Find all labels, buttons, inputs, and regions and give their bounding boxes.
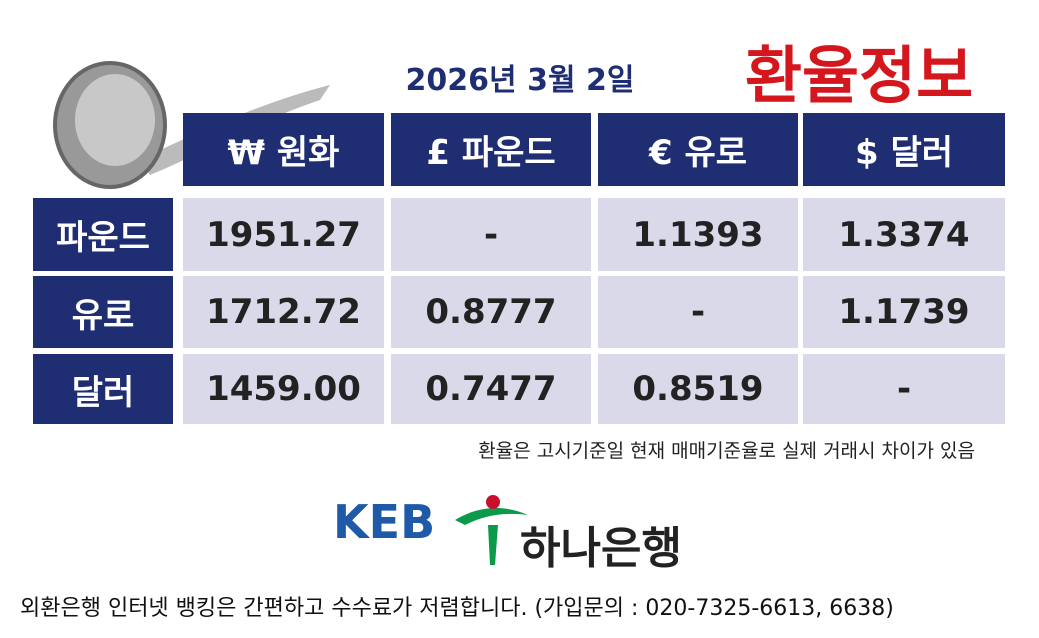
logo-name: 하나은행 xyxy=(520,523,682,574)
row-header: 유로 xyxy=(33,276,173,348)
rate-cell: 1712.72 xyxy=(183,276,384,348)
note: 환율은 고시기준일 현재 매매기준율로 실제 거래시 차이가 있음 xyxy=(478,440,975,462)
column-header: ₩ 원화 xyxy=(183,113,384,186)
rate-cell: 1.1739 xyxy=(803,276,1005,348)
row-header: 달러 xyxy=(33,354,173,424)
logo-symbol xyxy=(455,495,528,565)
row-header: 파운드 xyxy=(33,198,173,271)
footer: 외환은행 인터넷 뱅킹은 간편하고 수수료가 저렴합니다. (가입문의 : 02… xyxy=(20,596,894,621)
logo-swoosh xyxy=(455,508,528,525)
coin-face xyxy=(75,74,155,166)
rate-cell: - xyxy=(598,276,798,348)
date: 2026년 3월 2일 xyxy=(405,63,635,98)
logo-brand: KEB xyxy=(333,495,436,549)
column-header: £ 파운드 xyxy=(391,113,591,186)
column-header: $ 달러 xyxy=(803,113,1005,186)
logo-dot xyxy=(486,495,500,509)
rate-cell: - xyxy=(803,354,1005,424)
rate-cell: 1459.00 xyxy=(183,354,384,424)
rate-cell: 1.1393 xyxy=(598,198,798,271)
logo-stem xyxy=(488,525,498,565)
column-header: € 유로 xyxy=(598,113,798,186)
rate-cell: - xyxy=(391,198,591,271)
rate-cell: 1.3374 xyxy=(803,198,1005,271)
rate-cell: 0.8777 xyxy=(391,276,591,348)
rate-cell: 0.8519 xyxy=(598,354,798,424)
title: 환율정보 xyxy=(745,39,974,112)
rate-cell: 0.7477 xyxy=(391,354,591,424)
rate-cell: 1951.27 xyxy=(183,198,384,271)
